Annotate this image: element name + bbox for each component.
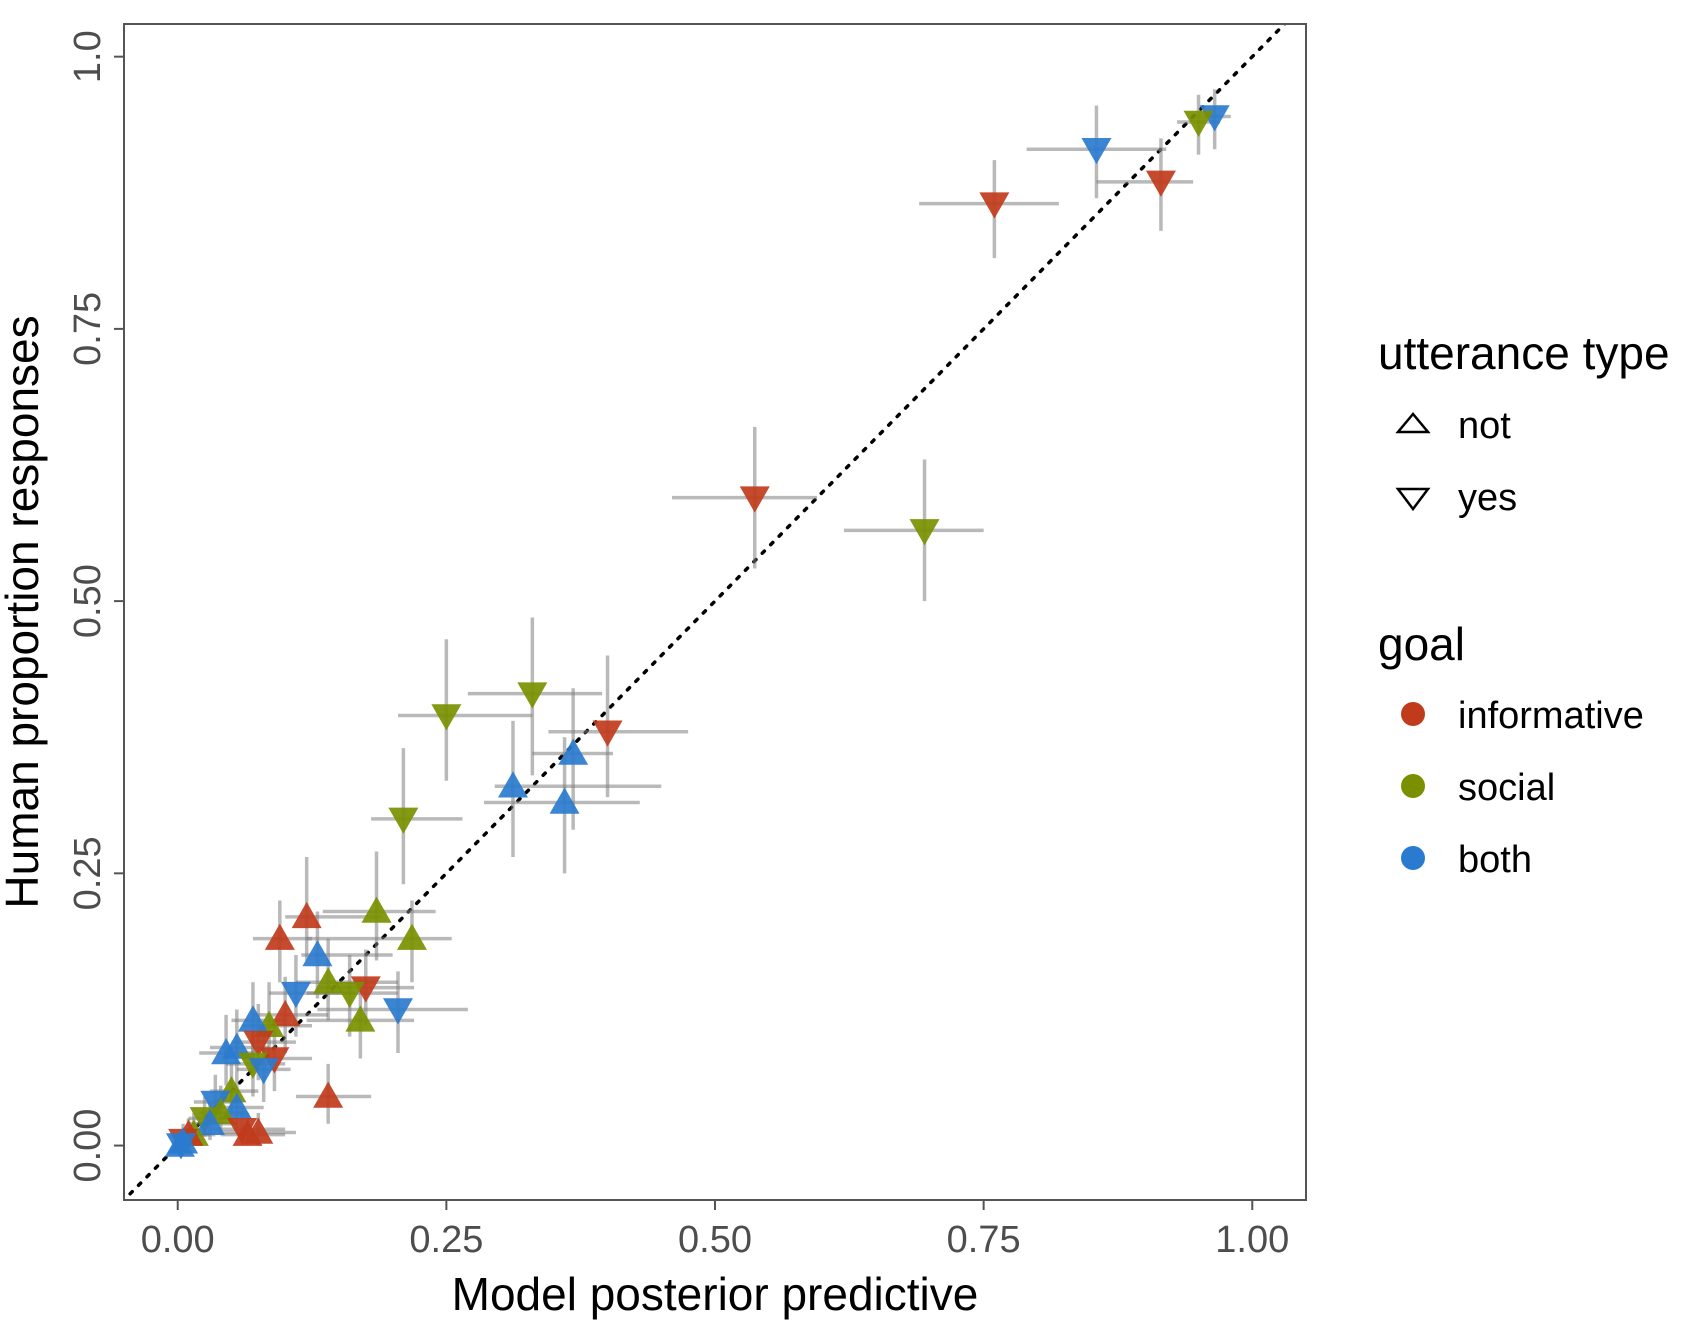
data-point-both-not	[164, 1130, 195, 1157]
data-point-informative-not	[291, 901, 322, 929]
point-layer	[164, 105, 1230, 1160]
data-point-social-yes	[517, 682, 548, 709]
data-point-social-not	[396, 923, 427, 950]
legend-title-utterance-type: utterance type	[1378, 327, 1670, 379]
x-tick-label: 0.75	[947, 1219, 1021, 1261]
data-point-social-not	[361, 896, 392, 923]
plot-panel-background	[124, 24, 1306, 1200]
data-point-informative-not	[232, 1119, 263, 1146]
data-point-both-not	[549, 787, 580, 814]
legend-dot-informative	[1401, 702, 1425, 726]
data-point-social-yes	[1183, 110, 1214, 137]
legend-goal: goal informative social both	[1378, 618, 1644, 881]
legend-triangle-up-key	[1395, 412, 1431, 434]
legend-dot-both	[1401, 846, 1425, 870]
legend-label-not: not	[1458, 405, 1511, 447]
y-tick-label: 1.0	[67, 30, 109, 83]
data-point-social-yes	[909, 519, 940, 546]
data-point-informative-not	[313, 1081, 344, 1108]
data-point-social-not	[313, 967, 344, 994]
data-point-both-yes	[248, 1058, 279, 1085]
data-point-informative-yes	[243, 1030, 274, 1058]
y-axis-title: Human proportion responses	[0, 315, 48, 908]
legend-label-both: both	[1458, 839, 1532, 881]
legend-utterance-type: utterance type not yes	[1378, 327, 1670, 519]
data-point-informative-not	[264, 923, 295, 950]
data-point-both-yes	[383, 998, 414, 1025]
data-point-informative-yes	[979, 192, 1010, 219]
data-point-both-not	[497, 771, 528, 798]
legend-triangle-down-key	[1395, 487, 1431, 512]
y-tick-label: 0.50	[67, 564, 109, 638]
data-point-informative-not	[270, 999, 301, 1027]
x-tick-label: 0.00	[141, 1219, 215, 1261]
legend-dot-social	[1401, 774, 1425, 798]
data-point-both-yes	[280, 981, 311, 1009]
data-point-both-yes	[1081, 137, 1112, 165]
x-axis-title: Model posterior predictive	[452, 1268, 979, 1320]
data-point-informative-yes	[592, 720, 623, 747]
axes: 0.00 0.25 0.50 0.75 1.00 0.00 0.25 0.50 0.75 1.0	[67, 30, 1289, 1261]
x-tick-label: 1.00	[1215, 1219, 1289, 1261]
legend-title-goal: goal	[1378, 618, 1465, 670]
data-point-social-yes	[334, 981, 365, 1009]
legend-label-informative: informative	[1458, 695, 1644, 737]
data-point-both-not	[302, 940, 333, 967]
identity-reference-line	[124, 24, 1287, 1200]
data-point-both-not	[221, 1092, 252, 1119]
legend-label-social: social	[1458, 767, 1555, 809]
data-point-both-yes	[200, 1090, 231, 1117]
y-tick-label: 0.00	[67, 1109, 109, 1183]
data-point-informative-yes	[739, 486, 770, 513]
data-point-social-yes	[431, 704, 462, 731]
data-point-social-not	[345, 1005, 376, 1032]
data-point-informative-yes	[1145, 170, 1176, 197]
data-point-both-not	[558, 738, 589, 765]
y-tick-label: 0.25	[67, 836, 109, 910]
legend-label-yes: yes	[1458, 477, 1517, 519]
y-tick-label: 0.75	[67, 292, 109, 366]
data-point-both-not	[211, 1038, 242, 1065]
reference-line-layer	[124, 24, 1287, 1200]
data-point-both-not	[237, 1005, 268, 1032]
x-tick-label: 0.50	[678, 1219, 752, 1261]
data-point-social-yes	[388, 807, 419, 834]
x-tick-label: 0.25	[409, 1219, 483, 1261]
data-point-both-not	[194, 1108, 225, 1136]
